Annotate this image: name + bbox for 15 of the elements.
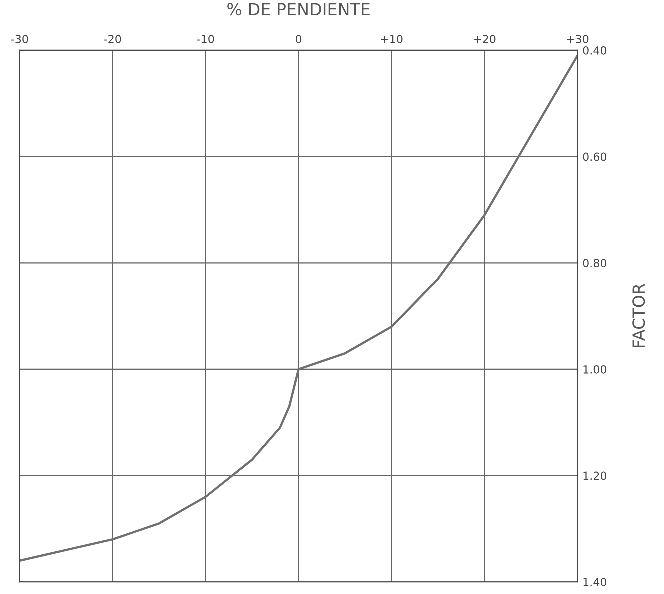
x-axis-title: % DE PENDIENTE [228,3,370,16]
x-tick-label: -10 [197,35,214,44]
y-tick-label: 1.20 [584,472,607,480]
x-tick-label: +10 [381,35,403,44]
y-axis-title: FACTOR [632,284,646,348]
x-tick-label: -30 [11,35,28,44]
y-tick-label: 1.40 [584,578,607,586]
x-tick-label: 0 [296,35,302,44]
y-tick-label: 0.80 [583,259,607,268]
x-tick-label: +30 [567,35,589,44]
y-tick-label: 0.60 [583,152,607,162]
x-tick-label: +20 [474,35,496,44]
y-tick-label: 0.40 [583,46,607,55]
x-tick-label: -20 [104,35,122,44]
y-tick-label: 1.00 [584,365,607,374]
